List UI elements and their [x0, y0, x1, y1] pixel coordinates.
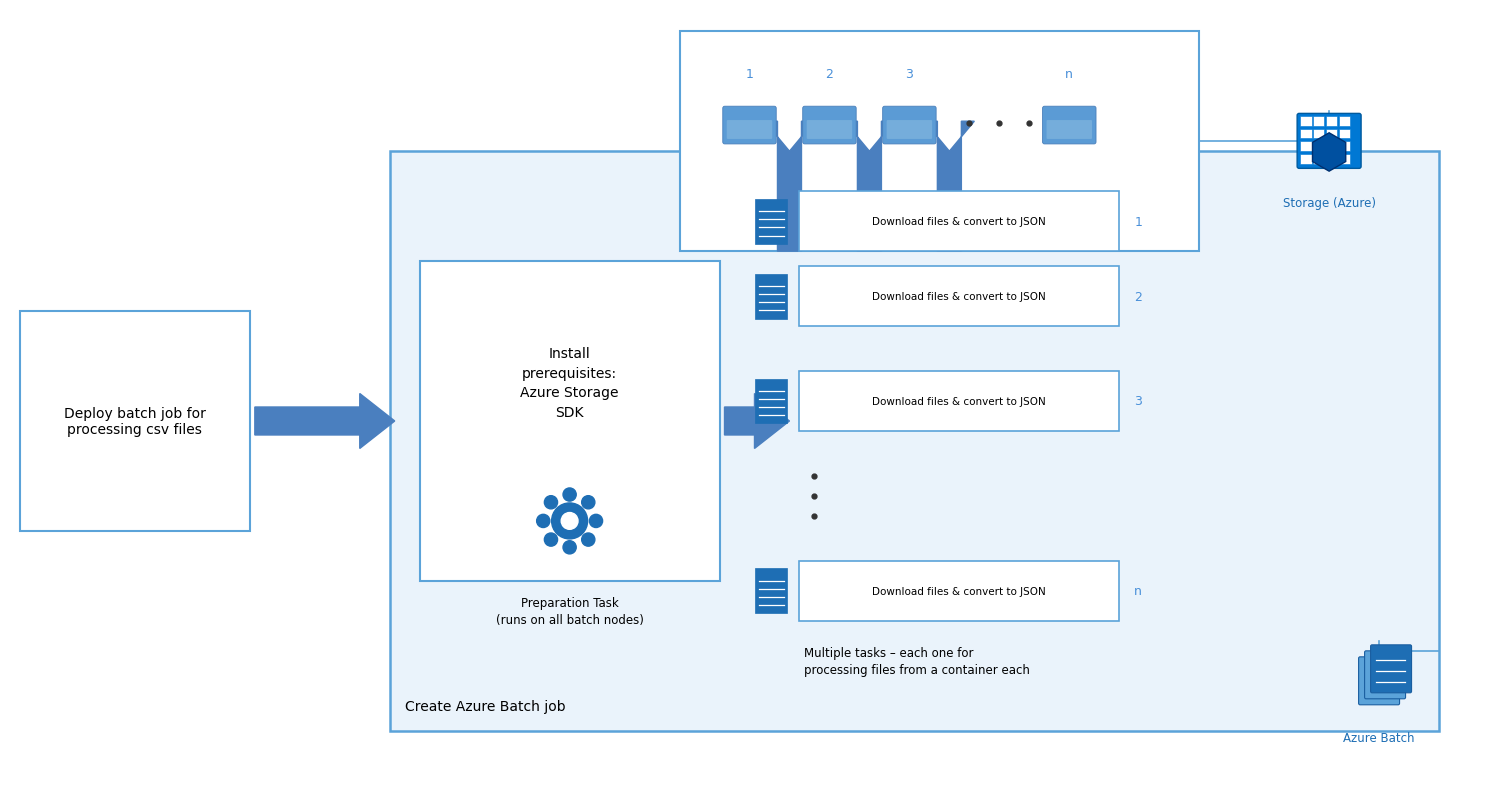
- Bar: [1313, 116, 1324, 127]
- Polygon shape: [1313, 133, 1346, 172]
- Text: Download files & convert to JSON: Download files & convert to JSON: [872, 397, 1046, 406]
- Bar: [755, 379, 787, 424]
- Bar: [1313, 129, 1324, 139]
- Text: n: n: [1135, 585, 1142, 597]
- Text: 2: 2: [1135, 290, 1142, 304]
- Bar: [799, 267, 1120, 327]
- Text: 3: 3: [905, 67, 913, 80]
- FancyBboxPatch shape: [1297, 114, 1361, 169]
- Bar: [1339, 142, 1349, 152]
- Text: 2: 2: [826, 67, 833, 80]
- FancyBboxPatch shape: [1043, 108, 1067, 120]
- Polygon shape: [844, 122, 895, 252]
- FancyBboxPatch shape: [1043, 107, 1096, 145]
- FancyBboxPatch shape: [806, 121, 851, 140]
- Bar: [1300, 129, 1312, 139]
- Text: n: n: [1066, 67, 1073, 80]
- Polygon shape: [255, 394, 394, 449]
- Circle shape: [561, 513, 579, 530]
- Bar: [1325, 142, 1337, 152]
- Circle shape: [537, 515, 550, 528]
- Circle shape: [544, 496, 558, 509]
- Text: Deploy batch job for
processing csv files: Deploy batch job for processing csv file…: [64, 406, 205, 437]
- Bar: [755, 569, 787, 613]
- Text: Files in n containers: Files in n containers: [841, 208, 979, 222]
- Bar: [1325, 116, 1337, 127]
- Bar: [19, 312, 250, 532]
- Bar: [799, 372, 1120, 431]
- Text: 1: 1: [745, 67, 754, 80]
- Polygon shape: [764, 122, 814, 252]
- FancyBboxPatch shape: [803, 107, 856, 145]
- Circle shape: [564, 541, 576, 554]
- FancyBboxPatch shape: [1358, 657, 1400, 705]
- Text: 1: 1: [1135, 215, 1142, 228]
- Polygon shape: [925, 122, 974, 252]
- Text: 3: 3: [1135, 395, 1142, 408]
- FancyBboxPatch shape: [724, 108, 748, 120]
- Bar: [799, 561, 1120, 621]
- Circle shape: [564, 488, 576, 502]
- Bar: [755, 199, 787, 244]
- FancyBboxPatch shape: [723, 107, 776, 145]
- FancyBboxPatch shape: [727, 121, 772, 140]
- Bar: [390, 152, 1439, 731]
- Text: Download files & convert to JSON: Download files & convert to JSON: [872, 586, 1046, 596]
- Text: Multiple tasks – each one for
processing files from a container each: Multiple tasks – each one for processing…: [805, 646, 1030, 676]
- FancyBboxPatch shape: [1364, 651, 1406, 699]
- Bar: [420, 262, 720, 581]
- Text: Create Azure Batch job: Create Azure Batch job: [405, 699, 565, 713]
- Bar: [679, 32, 1199, 252]
- Circle shape: [582, 496, 595, 509]
- Circle shape: [589, 515, 603, 528]
- Text: Preparation Task
(runs on all batch nodes): Preparation Task (runs on all batch node…: [496, 596, 643, 626]
- Text: Storage (Azure): Storage (Azure): [1283, 197, 1376, 210]
- Bar: [755, 275, 787, 319]
- Bar: [1313, 155, 1324, 165]
- FancyBboxPatch shape: [1370, 645, 1412, 693]
- FancyBboxPatch shape: [887, 121, 932, 140]
- Bar: [1339, 116, 1349, 127]
- Bar: [1300, 142, 1312, 152]
- Bar: [1325, 129, 1337, 139]
- Text: Install
prerequisites:
Azure Storage
SDK: Install prerequisites: Azure Storage SDK: [520, 347, 619, 419]
- Text: Download files & convert to JSON: Download files & convert to JSON: [872, 291, 1046, 302]
- FancyBboxPatch shape: [803, 108, 829, 120]
- Text: Download files & convert to JSON: Download files & convert to JSON: [872, 217, 1046, 226]
- Bar: [1339, 129, 1349, 139]
- Circle shape: [552, 503, 588, 540]
- Bar: [1339, 155, 1349, 165]
- FancyBboxPatch shape: [883, 107, 935, 145]
- Bar: [1300, 116, 1312, 127]
- Polygon shape: [724, 394, 790, 449]
- Bar: [1313, 142, 1324, 152]
- Bar: [1300, 155, 1312, 165]
- FancyBboxPatch shape: [884, 108, 908, 120]
- Bar: [1325, 155, 1337, 165]
- Circle shape: [582, 533, 595, 547]
- Text: Azure Batch: Azure Batch: [1343, 731, 1415, 744]
- Bar: [799, 192, 1120, 252]
- FancyBboxPatch shape: [1046, 121, 1091, 140]
- Circle shape: [544, 533, 558, 547]
